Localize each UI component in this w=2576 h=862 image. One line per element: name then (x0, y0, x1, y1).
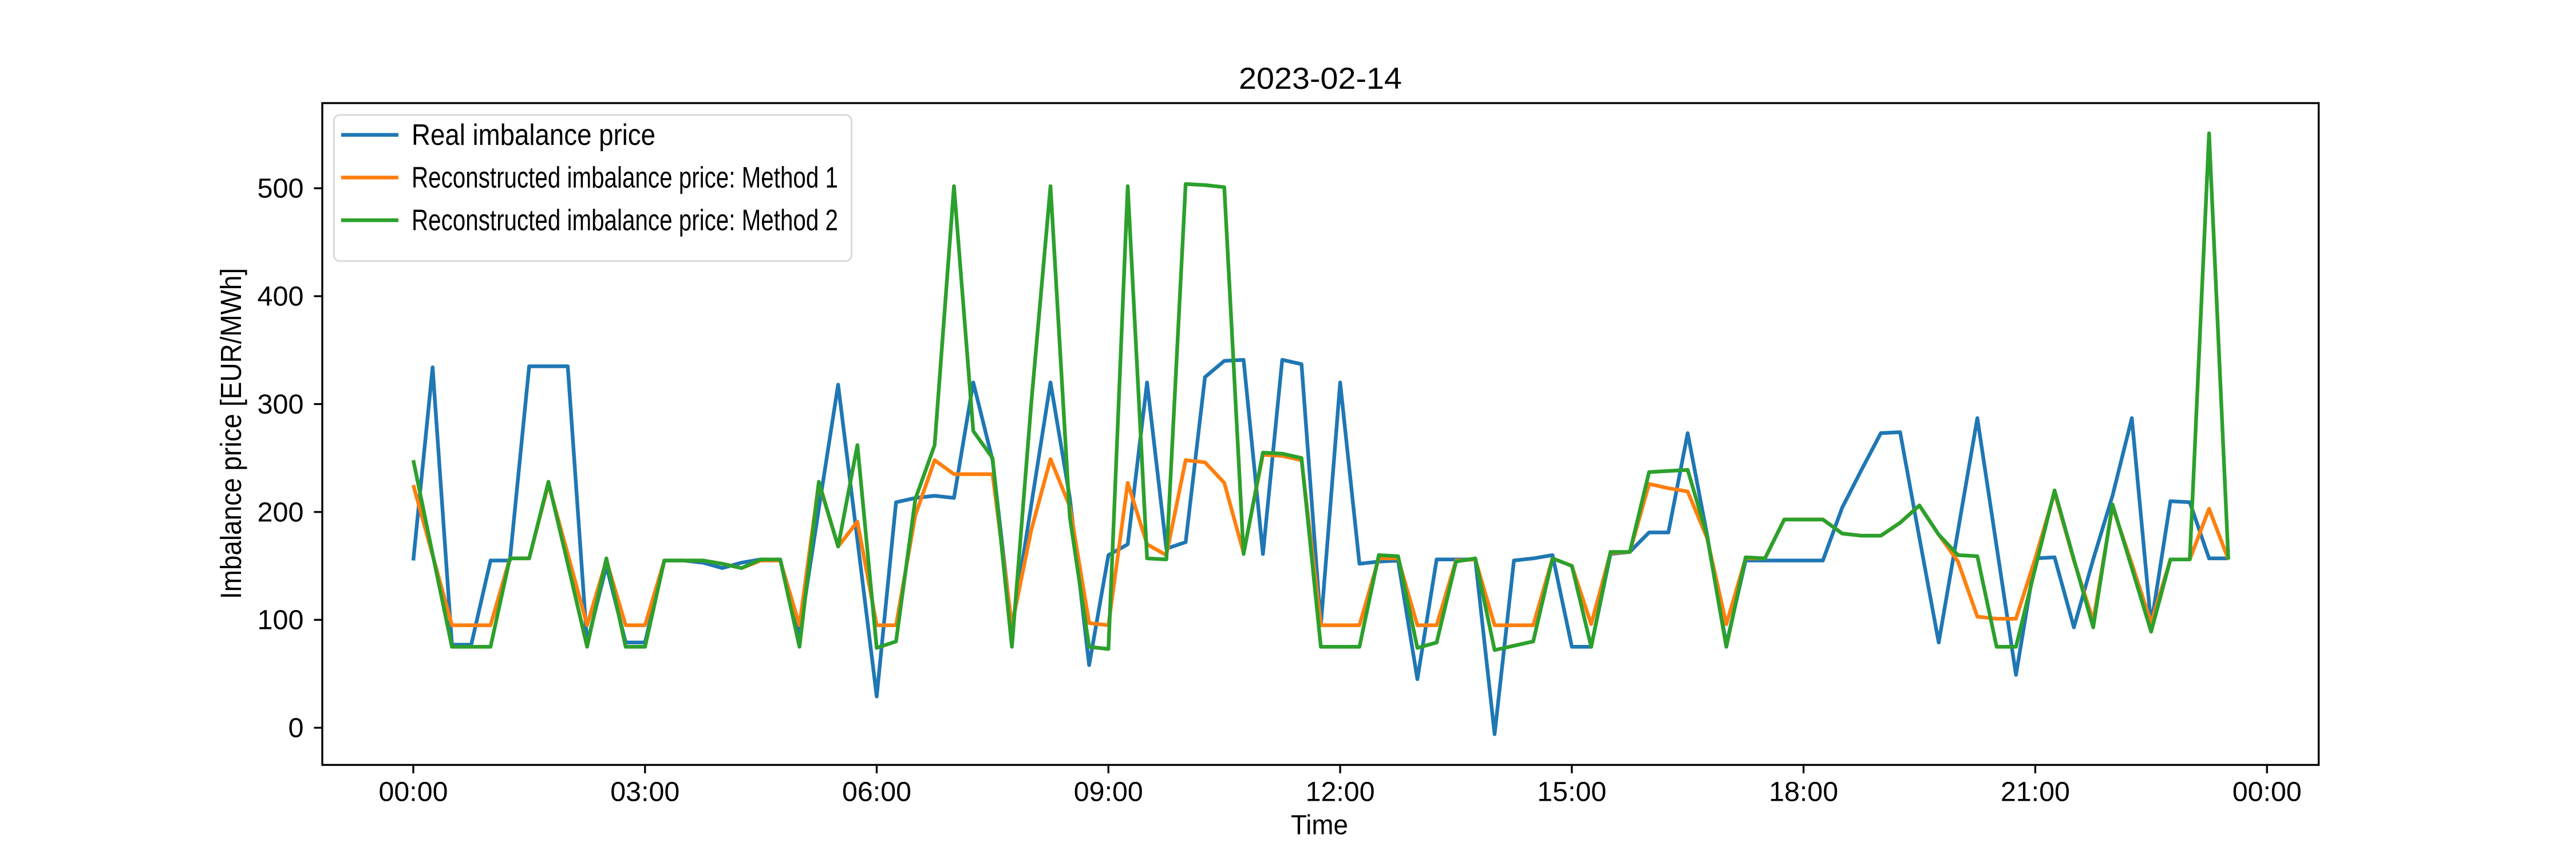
svg-text:21:00: 21:00 (2001, 777, 2070, 808)
svg-text:Reconstructed imbalance price:: Reconstructed imbalance price: Method 2 (412, 204, 838, 237)
svg-text:Time: Time (1291, 810, 1348, 841)
svg-text:0: 0 (289, 713, 304, 743)
svg-text:Reconstructed imbalance price:: Reconstructed imbalance price: Method 1 (412, 162, 838, 195)
svg-text:09:00: 09:00 (1074, 777, 1143, 808)
svg-text:Imbalance price [EUR/MWh]: Imbalance price [EUR/MWh] (215, 268, 247, 599)
svg-text:100: 100 (258, 605, 304, 636)
svg-text:00:00: 00:00 (379, 777, 448, 808)
svg-text:Real imbalance price: Real imbalance price (412, 119, 655, 152)
svg-text:06:00: 06:00 (842, 777, 911, 808)
svg-text:300: 300 (258, 389, 304, 420)
svg-text:400: 400 (258, 282, 304, 312)
svg-text:500: 500 (258, 174, 304, 204)
svg-text:03:00: 03:00 (610, 777, 679, 808)
svg-text:12:00: 12:00 (1306, 777, 1375, 808)
svg-text:15:00: 15:00 (1537, 777, 1606, 808)
svg-text:200: 200 (258, 497, 304, 528)
svg-text:2023-02-14: 2023-02-14 (1239, 62, 1402, 96)
svg-text:00:00: 00:00 (2233, 777, 2302, 808)
svg-text:18:00: 18:00 (1769, 777, 1838, 808)
